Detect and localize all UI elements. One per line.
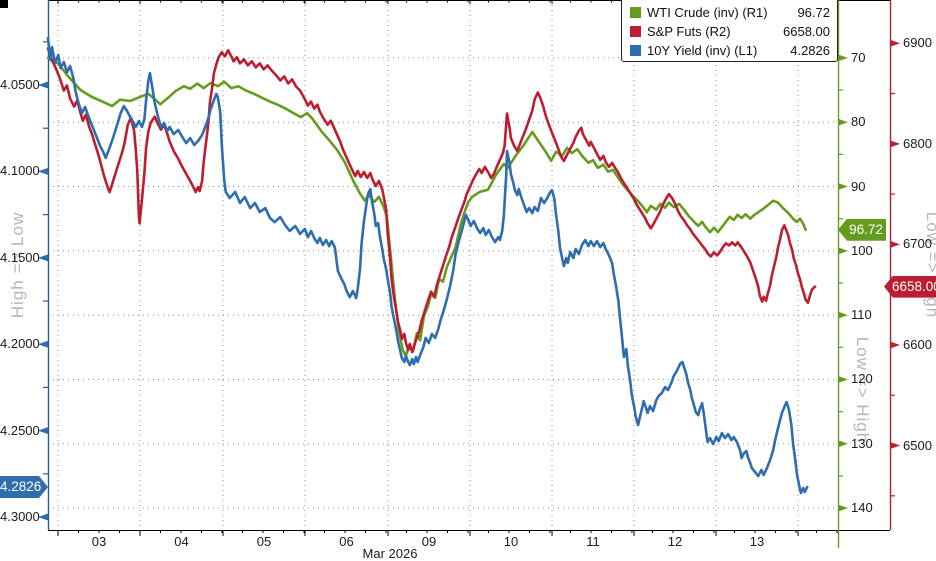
spx-axis-tick-label: 6700: [903, 236, 932, 252]
spx-tick-arrow: [890, 39, 900, 47]
yield-axis-tick-label: 4.1000: [0, 163, 40, 179]
wti-tick-arrow: [838, 247, 848, 255]
series-line-wti: [46, 56, 807, 358]
legend-value-spx: 6658.00: [783, 24, 830, 39]
corner-artifact: [0, 0, 8, 8]
spx-tick-arrow: [890, 140, 900, 148]
yield-last-value-badge: 4.2826: [0, 475, 48, 498]
x-axis-session-label: 11: [586, 534, 600, 549]
spx-tick-arrow: [890, 442, 900, 450]
spx-last-value-badge: 6658.00: [884, 275, 936, 298]
yield-axis-tick-label: 4.1500: [0, 249, 40, 265]
wti-axis-tick-label: 90: [851, 178, 866, 194]
wti-axis-tick-label: 140: [851, 500, 873, 516]
wti-tick-arrow: [838, 118, 848, 126]
wti-tick-arrow: [838, 440, 848, 448]
x-axis-session-label: 12: [667, 534, 683, 549]
wti-last-value-badge: 96.72: [838, 218, 886, 241]
spx-axis-tick-label: 6800: [903, 135, 932, 151]
spx-tick-arrow: [890, 341, 900, 349]
wti-tick-arrow: [838, 504, 848, 512]
legend: WTI Crude (inv) (R1) 96.72 S&P Futs (R2)…: [621, 0, 838, 62]
series-line-yield: [46, 36, 809, 495]
spx-axis-tick-label: 6900: [903, 35, 932, 51]
wti-tick-arrow: [838, 54, 848, 62]
month-label: Mar 2026: [362, 546, 418, 561]
wti-tick-arrow: [838, 311, 848, 319]
yield-tick-arrow: [38, 427, 48, 435]
wti-axis-tick-label: 130: [851, 435, 873, 451]
legend-label-yield: 10Y Yield (inv) (L1): [647, 43, 758, 58]
x-axis-session-label: 06: [339, 534, 354, 549]
x-axis-session-label: 03: [91, 534, 107, 549]
yield-tick-arrow: [38, 167, 48, 175]
x-axis-session-label: 05: [256, 534, 272, 549]
x-axis-session-label: 04: [174, 534, 189, 549]
legend-value-yield: 4.2826: [790, 43, 830, 58]
wti-axis-tick-label: 110: [851, 307, 872, 323]
x-axis-session-label: 13: [749, 534, 765, 549]
legend-label-wti: WTI Crude (inv) (R1): [647, 5, 768, 20]
yield-tick-arrow: [38, 340, 48, 348]
x-axis-session-label: 10: [503, 534, 519, 549]
wti-axis-tick-label: 70: [851, 49, 866, 65]
spx-tick-arrow: [890, 240, 900, 248]
legend-label-spx: S&P Futs (R2): [647, 24, 731, 39]
yield-axis-tick-label: 4.0500: [0, 77, 40, 93]
yield-axis-tick-label: 4.3000: [0, 509, 40, 525]
yield-tick-arrow: [38, 254, 48, 262]
spx-axis-tick-label: 6500: [903, 437, 932, 453]
legend-item-yield[interactable]: 10Y Yield (inv) (L1) 4.2826: [630, 41, 830, 60]
x-axis-session-label: 09: [421, 534, 437, 549]
spx-axis-tick-label: 6600: [903, 336, 932, 352]
wti-axis-tick-label: 120: [851, 371, 873, 387]
legend-item-spx[interactable]: S&P Futs (R2) 6658.00: [630, 22, 830, 41]
yield-axis-tick-label: 4.2500: [0, 422, 40, 438]
series-line-spx: [46, 46, 817, 354]
yield-axis-tick-label: 4.2000: [0, 336, 40, 352]
wti-tick-arrow: [838, 375, 848, 383]
legend-value-wti: 96.72: [797, 5, 830, 20]
legend-item-wti[interactable]: WTI Crude (inv) (R1) 96.72: [630, 3, 830, 22]
yield-series-swatch: [630, 45, 641, 56]
wti-axis-tick-label: 80: [851, 114, 866, 130]
yield-tick-arrow: [38, 81, 48, 89]
yield-tick-arrow: [38, 513, 48, 521]
wti-axis-tick-label: 100: [851, 242, 873, 258]
wti-tick-arrow: [838, 183, 848, 191]
wti-series-swatch: [630, 7, 641, 18]
spx-series-swatch: [630, 26, 641, 37]
